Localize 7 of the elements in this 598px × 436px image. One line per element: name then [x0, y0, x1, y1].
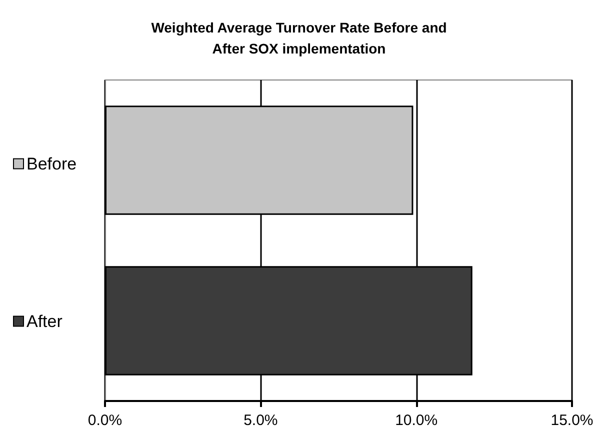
chart-title: Weighted Average Turnover Rate Before and After SOX implementation [151, 20, 447, 56]
x-tick-label: 0.0% [88, 412, 122, 429]
x-tick-label: 5.0% [244, 412, 278, 429]
x-tick-label: 10.0% [395, 412, 438, 429]
x-tick-label: 15.0% [550, 412, 594, 429]
legend-label: Before [26, 154, 77, 174]
legend-label: After [26, 312, 63, 331]
